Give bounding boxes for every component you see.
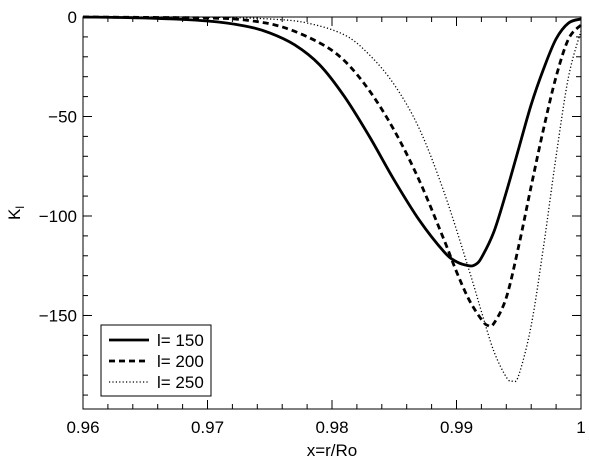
legend-label-2: l= 200 [157, 352, 204, 371]
y-tick-label: 0 [68, 8, 77, 27]
series-line-3 [82, 16, 582, 383]
x-tick-label: 0.98 [315, 418, 348, 437]
legend-label-3: l= 250 [157, 373, 204, 392]
legend: l= 150 l= 200 l= 250 [100, 324, 212, 397]
x-tick-label: 0.99 [440, 418, 473, 437]
series-line-1 [82, 15, 582, 268]
x-tick-label: 1 [576, 418, 585, 437]
x-axis-label: x=r/Ro [307, 441, 358, 460]
y-axis-label-subscript: l [13, 206, 27, 209]
x-tick-label: 0.96 [66, 418, 99, 437]
series-layer [82, 15, 583, 383]
x-tick-label: 0.97 [191, 418, 224, 437]
legend-label-1: l= 150 [157, 331, 204, 350]
y-tick-label: −150 [39, 306, 77, 325]
y-axis-label-main: K [5, 208, 24, 220]
axes-layer: 0.96 0.97 0.98 0.99 1 0 −50 −100 −150 [39, 8, 586, 437]
series-line-2 [82, 15, 583, 328]
legend-box [100, 324, 212, 397]
y-tick-label: −100 [39, 207, 77, 226]
plot-frame [82, 16, 582, 410]
y-tick-label: −50 [48, 107, 77, 126]
y-axis-label: Kl [5, 206, 27, 220]
